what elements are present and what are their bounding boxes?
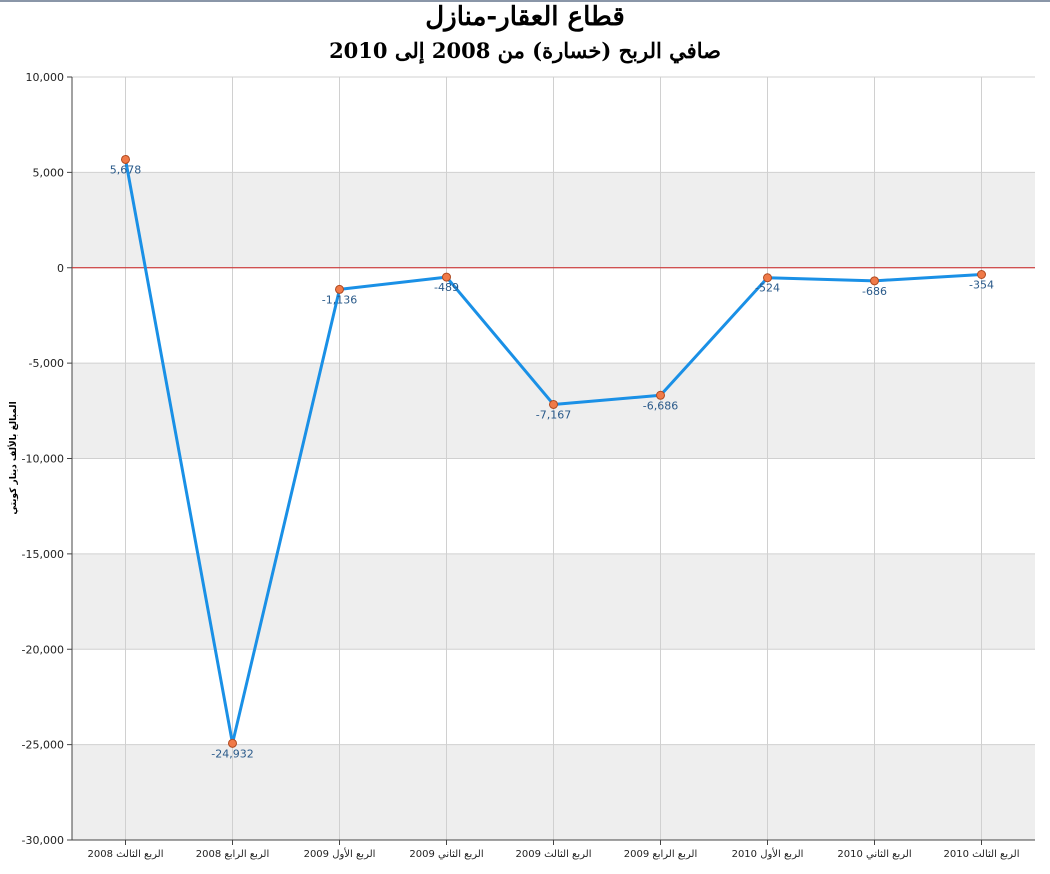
top-border [0, 0, 1050, 2]
data-label: -354 [969, 279, 994, 292]
y-tick-label: -15,000 [22, 548, 64, 561]
x-tick-label: الربع الثالث 2008 [87, 849, 163, 860]
data-point [335, 284, 344, 294]
data-point [763, 273, 772, 283]
y-tick-label: -20,000 [22, 643, 64, 656]
x-tick-label: الربع الثالث 2009 [515, 849, 591, 860]
data-label: -524 [755, 282, 780, 295]
x-tick-label: الربع الثاني 2009 [409, 849, 483, 860]
data-label: -686 [862, 285, 887, 298]
data-label: 5,678 [110, 163, 142, 176]
y-tick-label: 10,000 [26, 71, 65, 84]
data-label: -1,136 [322, 293, 357, 306]
data-label: -489 [434, 281, 459, 294]
y-tick-label: -25,000 [22, 739, 64, 752]
y-tick-label: -5,000 [29, 357, 64, 370]
x-tick-label: الربع الرابع 2008 [196, 849, 270, 860]
series-group [121, 154, 986, 748]
chart-title: قطاع العقار-منازل [425, 2, 625, 32]
x-tick-label: الربع الثالث 2010 [943, 849, 1019, 860]
x-tick-label: الربع الرابع 2009 [624, 849, 698, 860]
data-point [228, 738, 237, 748]
x-tick-label: الربع الأول 2010 [732, 847, 804, 860]
data-point [977, 270, 986, 280]
data-point [121, 154, 130, 164]
axes: 10,000 5,000 0 -5,000 -10,000 -15,000 -20,000 -… [22, 71, 1035, 860]
y-tick-label: 5,000 [33, 166, 65, 179]
data-label: -7,167 [536, 408, 571, 421]
data-point [442, 272, 451, 282]
chart-subtitle: صافي الربح (خسارة) من 2008 إلى 2010 [329, 38, 721, 63]
data-point [549, 399, 558, 409]
y-tick-label: 0 [57, 262, 64, 275]
data-label: -6,686 [643, 399, 678, 412]
data-point [870, 276, 879, 286]
y-tick-label: -30,000 [22, 834, 64, 847]
data-label: -24,932 [211, 747, 253, 760]
data-point [656, 390, 665, 400]
x-tick-label: الربع الثاني 2010 [837, 849, 911, 860]
y-tick-label: -10,000 [22, 453, 64, 466]
x-tick-label: الربع الأول 2009 [304, 847, 376, 860]
data-labels-group: 5,678 -24,932 -1,136 -489 -7,167 -6,686 -524 -6… [110, 163, 994, 760]
